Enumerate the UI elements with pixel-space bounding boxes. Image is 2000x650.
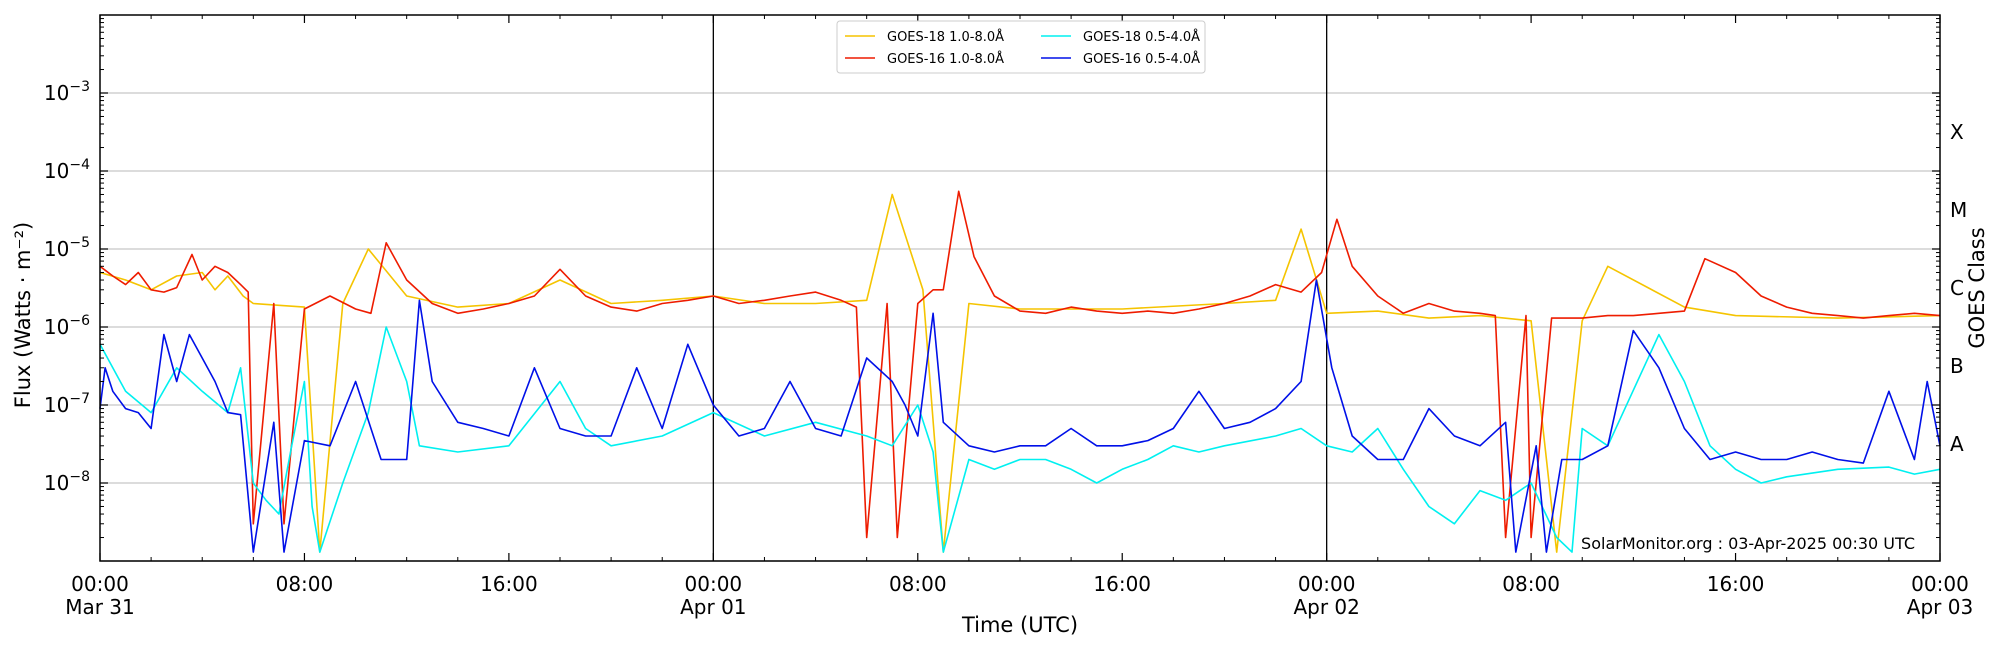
x-tick-label: 16:00 <box>1093 572 1151 596</box>
y-tick-label: 10−8 <box>44 469 90 495</box>
x-tick-date-label: Apr 01 <box>680 595 746 619</box>
legend-label: GOES-18 1.0-8.0Å <box>887 29 1004 45</box>
x-tick-label: 00:00 <box>1911 572 1969 596</box>
credit-text: SolarMonitor.org : 03-Apr-2025 00:30 UTC <box>1581 534 1915 553</box>
y-tick-label: 10−7 <box>44 391 90 417</box>
legend-label: GOES-18 0.5-4.0Å <box>1083 29 1200 45</box>
x-tick-date-label: Apr 02 <box>1293 595 1359 619</box>
goes-class-label: A <box>1950 432 1964 456</box>
y-axis-title: Flux (Watts · m⁻²) <box>11 222 35 408</box>
x-tick-label: 00:00 <box>1298 572 1356 596</box>
series-line <box>99 279 1941 553</box>
x-tick-label: 16:00 <box>480 572 538 596</box>
y-tick-label: 10−6 <box>44 313 90 339</box>
x-tick-label: 08:00 <box>889 572 947 596</box>
goes-class-label: M <box>1950 198 1967 222</box>
y-tick-label: 10−4 <box>44 157 90 183</box>
y-tick-label: 10−5 <box>44 235 90 261</box>
series-layer <box>99 190 1941 553</box>
x-tick-date-label: Mar 31 <box>65 595 135 619</box>
x-tick-label: 00:00 <box>685 572 743 596</box>
y2-axis-title: GOES Class <box>1965 227 1989 348</box>
x-tick-label: 08:00 <box>276 572 334 596</box>
series-line <box>99 326 1941 553</box>
x-tick-label: 00:00 <box>71 572 129 596</box>
legend-label: GOES-16 0.5-4.0Å <box>1083 51 1200 67</box>
x-axis-title: Time (UTC) <box>961 613 1078 637</box>
goes-class-label: X <box>1950 120 1964 144</box>
goes-class-label: B <box>1950 354 1964 378</box>
legend-label: GOES-16 1.0-8.0Å <box>887 51 1004 67</box>
goes-class-label: C <box>1950 276 1964 300</box>
x-tick-date-label: Apr 03 <box>1907 595 1973 619</box>
legend-box <box>836 20 1206 74</box>
y-tick-label: 10−3 <box>44 79 90 105</box>
legend: GOES-18 1.0-8.0Å GOES-18 0.5-4.0Å GOES-16 … <box>836 20 1206 74</box>
series-line <box>99 193 1941 553</box>
series-line <box>99 190 1941 539</box>
x-tick-label: 08:00 <box>1502 572 1560 596</box>
x-tick-label: 16:00 <box>1707 572 1765 596</box>
